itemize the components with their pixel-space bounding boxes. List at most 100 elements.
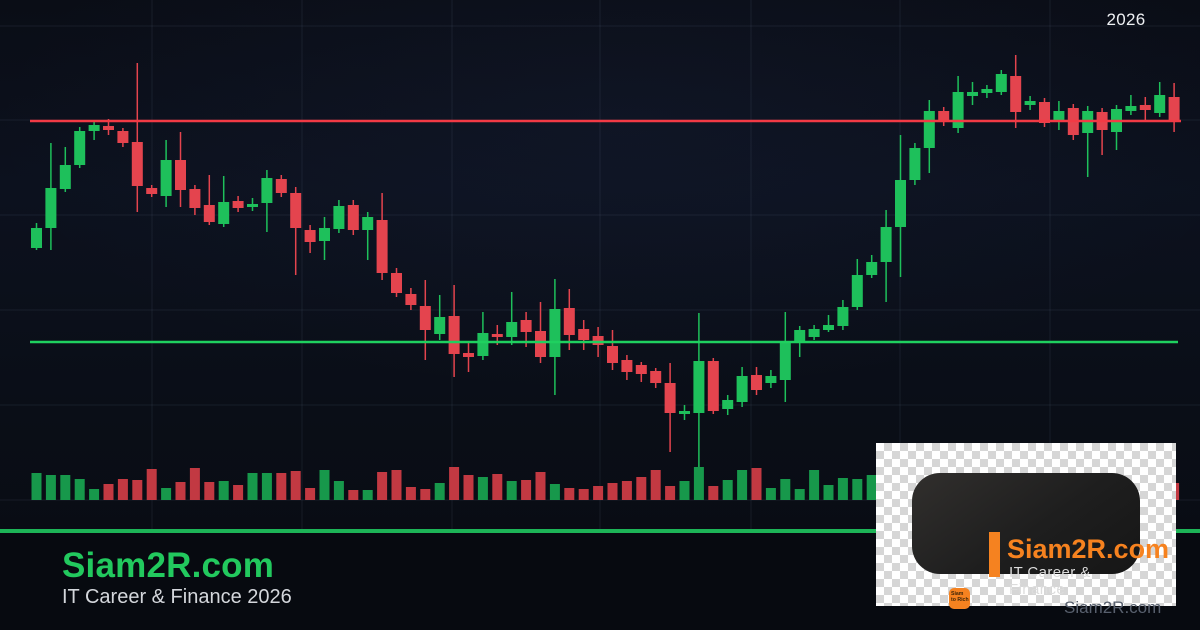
volume-bar	[319, 470, 330, 500]
volume-bar	[74, 479, 85, 500]
volume-bar	[765, 488, 776, 500]
candle-body	[463, 353, 474, 357]
volume-bar	[535, 472, 546, 500]
siam-to-rich-badge: Siam to Rich	[949, 588, 970, 609]
candle-body	[765, 376, 777, 383]
volume-bar	[348, 490, 359, 500]
volume-bar	[621, 481, 632, 500]
volume-bar	[679, 481, 690, 500]
candle-body	[1168, 97, 1180, 121]
volume-bar	[463, 475, 474, 500]
volume-bar	[607, 483, 618, 500]
volume-bar	[31, 473, 42, 500]
candle-body	[952, 92, 964, 128]
volume-bar	[175, 482, 186, 500]
candle-body	[1154, 95, 1166, 113]
candle-body	[866, 262, 878, 275]
candle-body	[779, 341, 791, 380]
candle-body	[621, 360, 633, 372]
candle-body	[722, 400, 734, 409]
volume-bar	[103, 484, 114, 500]
candle-body	[59, 165, 71, 189]
candle-body	[146, 188, 158, 194]
candle-body	[405, 294, 417, 305]
candle-body	[1010, 76, 1022, 112]
candle-body	[290, 193, 302, 228]
candle-body	[117, 131, 129, 143]
candle-body	[981, 89, 993, 93]
candle-body	[1139, 105, 1151, 110]
candle-body	[434, 317, 446, 334]
volume-bar	[492, 474, 503, 500]
volume-bar	[578, 489, 589, 500]
logo-brand-title: Siam2R.com	[1007, 534, 1170, 564]
candle-body	[693, 361, 705, 413]
candle-body	[506, 322, 518, 337]
candle-body	[909, 148, 921, 180]
volume-bar	[146, 469, 157, 500]
volume-bar	[708, 486, 719, 500]
candle-body	[74, 131, 86, 165]
candle-body	[707, 361, 719, 411]
volume-bar	[852, 479, 863, 500]
candle-body	[203, 205, 215, 222]
volume-bar	[693, 467, 704, 500]
volume-bar	[449, 467, 460, 500]
volume-bar	[204, 482, 215, 500]
volume-bar	[261, 473, 272, 500]
candle-body	[578, 329, 590, 340]
candle-body	[1053, 111, 1065, 122]
siam-to-rich-badge-text: Siam to Rich	[951, 591, 971, 602]
volume-bar	[837, 478, 848, 500]
volume-bar	[751, 468, 762, 500]
volume-bar	[809, 470, 820, 500]
volume-bar	[794, 489, 805, 500]
candle-body	[1024, 101, 1036, 105]
candle-body	[160, 160, 172, 196]
volume-bar	[377, 472, 388, 500]
candle-body	[419, 306, 431, 330]
candle-body	[751, 375, 762, 390]
volume-bar	[189, 468, 200, 500]
footer-divider	[0, 529, 1200, 533]
volume-bar	[780, 479, 791, 500]
candle-body	[664, 383, 676, 413]
candle-body	[391, 273, 402, 293]
candle-body	[823, 325, 834, 330]
candle-body	[851, 275, 863, 307]
candle-body	[520, 320, 532, 332]
candle-body	[103, 126, 114, 130]
candle-body	[923, 111, 935, 148]
volume-bar	[477, 477, 488, 500]
volume-bar	[636, 477, 647, 500]
volume-bar	[89, 489, 100, 500]
logo-panel: Siam2R.com IT Career & Finance Siam to R…	[912, 473, 1169, 609]
volume-bar	[161, 488, 172, 500]
volume-bar	[132, 480, 143, 500]
candle-body	[1039, 102, 1050, 123]
volume-bar	[405, 487, 416, 500]
candle-body	[736, 376, 748, 402]
candle-body	[45, 188, 57, 228]
volume-bar	[564, 488, 575, 500]
volume-bar	[60, 475, 71, 500]
candle-body	[635, 365, 647, 374]
candle-body	[232, 201, 244, 208]
volume-bar	[420, 489, 431, 500]
badge-line-2: to Rich	[951, 596, 969, 603]
volume-bar	[117, 479, 128, 500]
candle-body	[607, 346, 618, 363]
volume-bar	[276, 473, 287, 500]
candle-body	[376, 220, 388, 273]
candle-body	[31, 228, 42, 248]
candle-body	[967, 92, 978, 96]
watermark-text: Siam2R.com	[1064, 598, 1162, 617]
candle-body	[189, 189, 201, 208]
volume-bar	[866, 475, 877, 500]
candle-body	[247, 204, 258, 207]
footer-tagline: IT Career & Finance 2026	[62, 586, 292, 608]
candle-body	[448, 316, 460, 354]
candle-body	[275, 179, 287, 193]
